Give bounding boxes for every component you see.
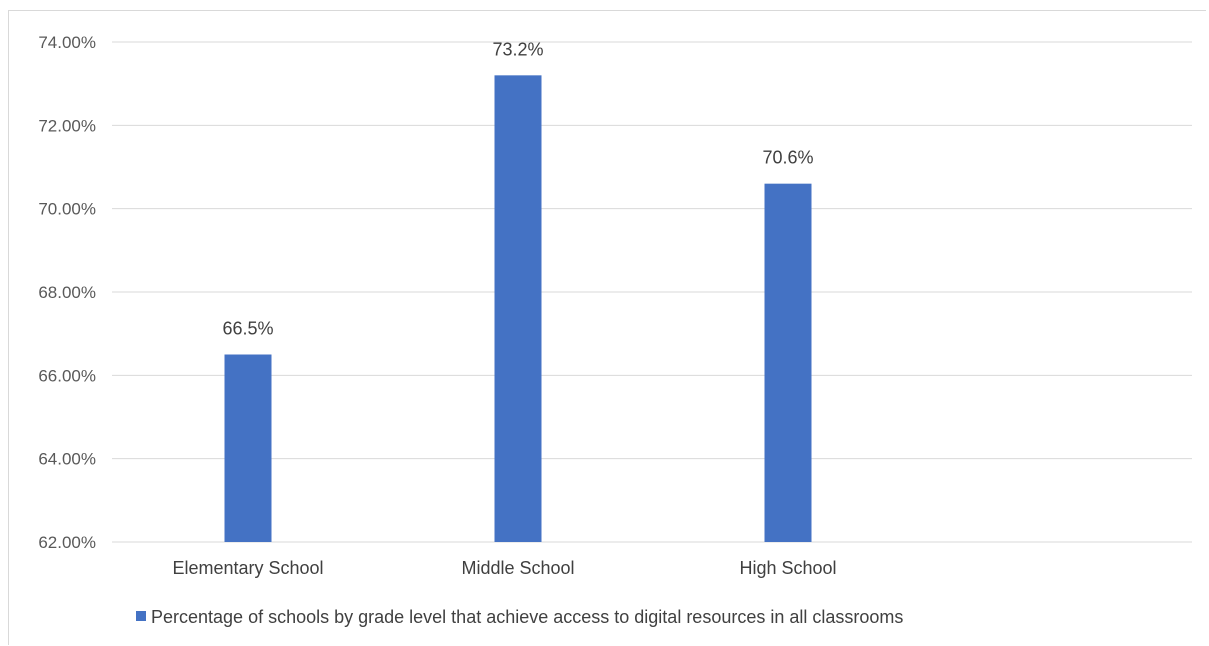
bar: [224, 354, 272, 542]
y-tick-label: 72.00%: [38, 116, 96, 135]
y-tick-label: 68.00%: [38, 283, 96, 302]
x-axis-category-labels: Elementary School Middle School High Schoo…: [172, 558, 836, 578]
y-tick-label: 70.00%: [38, 200, 96, 219]
legend-swatch: [136, 611, 146, 621]
y-tick-label: 62.00%: [38, 533, 96, 552]
legend-label: Percentage of schools by grade level tha…: [151, 607, 903, 627]
category-label: Middle School: [461, 558, 574, 578]
data-labels: 66.5% 73.2% 70.6%: [222, 39, 813, 338]
y-tick-label: 64.00%: [38, 450, 96, 469]
y-tick-label: 74.00%: [38, 33, 96, 52]
category-label: High School: [739, 558, 836, 578]
y-axis-tick-labels: 62.00% 64.00% 66.00% 68.00% 70.00% 72.00% 74.0…: [38, 33, 96, 552]
bar: [764, 183, 812, 542]
legend: Percentage of schools by grade level tha…: [136, 607, 903, 627]
y-tick-label: 66.00%: [38, 366, 96, 385]
data-label: 70.6%: [762, 148, 813, 168]
data-label: 66.5%: [222, 319, 273, 339]
category-label: Elementary School: [172, 558, 323, 578]
bars: [224, 75, 812, 542]
bar: [494, 75, 542, 542]
gridlines: [112, 41, 1192, 543]
data-label: 73.2%: [492, 39, 543, 59]
chart-frame: [8, 10, 1206, 645]
